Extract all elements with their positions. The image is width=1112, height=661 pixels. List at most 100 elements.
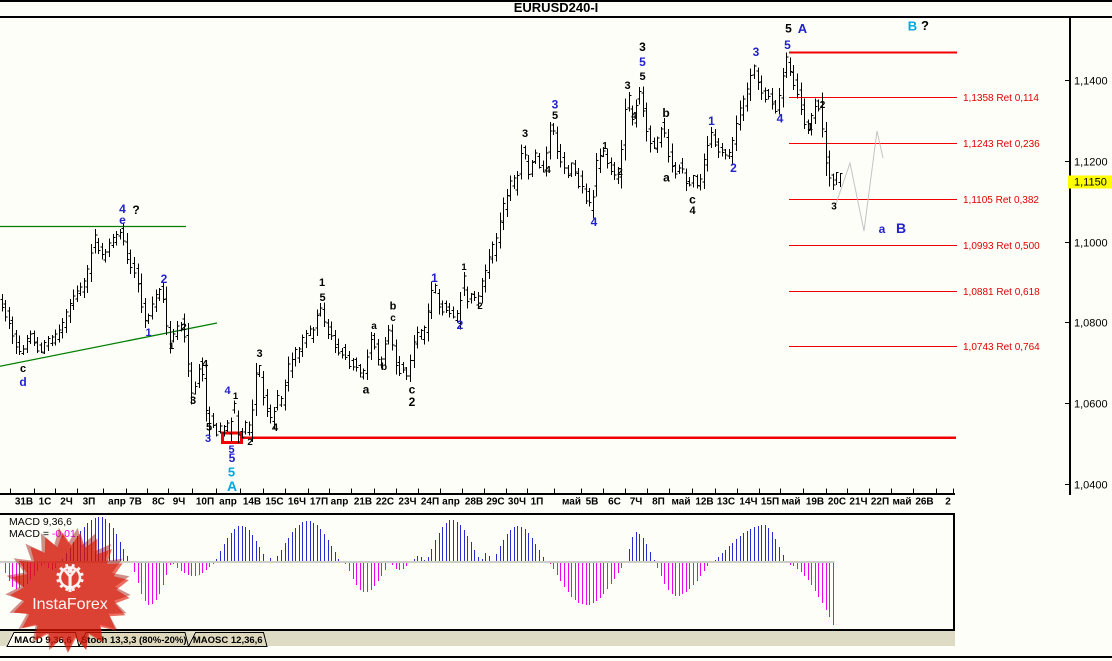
svg-text:5: 5 xyxy=(206,422,212,434)
svg-text:EURUSD240-I: EURUSD240-I xyxy=(514,0,599,15)
svg-text:22П: 22П xyxy=(871,497,889,508)
svg-text:c: c xyxy=(20,363,26,375)
svg-text:5: 5 xyxy=(229,451,236,465)
svg-text:4: 4 xyxy=(202,359,209,371)
svg-text:15С: 15С xyxy=(265,497,283,508)
svg-text:9Ч: 9Ч xyxy=(173,497,186,508)
svg-text:MACD = -0,01: MACD = -0,01 xyxy=(9,528,76,540)
svg-text:21Ч: 21Ч xyxy=(849,497,867,508)
svg-text:апр: апр xyxy=(108,497,126,508)
svg-text:4: 4 xyxy=(777,112,784,126)
svg-text:1,1000: 1,1000 xyxy=(1074,238,1108,250)
svg-text:c: c xyxy=(390,313,396,324)
svg-text:1П: 1П xyxy=(531,497,544,508)
svg-text:1: 1 xyxy=(461,262,467,273)
svg-text:InstaForex: InstaForex xyxy=(32,596,108,613)
svg-text:1,0600: 1,0600 xyxy=(1074,399,1108,411)
svg-text:A: A xyxy=(227,478,237,494)
svg-text:5: 5 xyxy=(319,292,325,304)
svg-text:3: 3 xyxy=(256,348,262,360)
svg-text:2: 2 xyxy=(730,161,737,175)
svg-text:1,0993 Ret 0,500: 1,0993 Ret 0,500 xyxy=(963,241,1040,252)
svg-text:a: a xyxy=(663,171,670,185)
svg-text:3: 3 xyxy=(831,202,837,213)
svg-text:5: 5 xyxy=(639,71,645,83)
svg-text:1,1150: 1,1150 xyxy=(1074,177,1107,189)
svg-text:MACD 9,36,6: MACD 9,36,6 xyxy=(9,516,72,528)
svg-text:16Ч: 16Ч xyxy=(288,497,306,508)
svg-text:B: B xyxy=(896,220,906,236)
svg-text:20С: 20С xyxy=(828,497,846,508)
svg-text:5: 5 xyxy=(552,110,558,122)
svg-text:3: 3 xyxy=(624,80,630,92)
svg-text:24П: 24П xyxy=(421,497,439,508)
svg-text:14В: 14В xyxy=(243,497,261,508)
svg-text:22С: 22С xyxy=(376,497,394,508)
svg-text:4: 4 xyxy=(689,205,696,217)
svg-text:12В: 12В xyxy=(695,497,713,508)
svg-text:май: май xyxy=(893,497,912,508)
svg-text:май: май xyxy=(782,497,801,508)
svg-text:3: 3 xyxy=(522,128,528,140)
svg-text:1,0881 Ret 0,618: 1,0881 Ret 0,618 xyxy=(963,287,1040,298)
svg-text:май: май xyxy=(672,497,691,508)
svg-text:1,1200: 1,1200 xyxy=(1074,157,1108,169)
svg-text:17П: 17П xyxy=(310,497,328,508)
svg-text:5В: 5В xyxy=(586,497,599,508)
svg-text:3: 3 xyxy=(552,98,559,112)
svg-text:2Ч: 2Ч xyxy=(60,497,73,508)
svg-text:3П: 3П xyxy=(83,497,96,508)
svg-text:1,0800: 1,0800 xyxy=(1074,318,1108,330)
svg-text:2: 2 xyxy=(409,395,416,409)
svg-text:8П: 8П xyxy=(652,497,665,508)
svg-text:1,1400: 1,1400 xyxy=(1074,76,1108,88)
svg-text:1: 1 xyxy=(145,327,151,339)
svg-text:2: 2 xyxy=(945,497,951,508)
svg-text:8С: 8С xyxy=(152,497,165,508)
svg-text:26В: 26В xyxy=(915,497,933,508)
svg-text:3: 3 xyxy=(190,395,196,407)
svg-text:5: 5 xyxy=(228,444,234,456)
svg-text:3: 3 xyxy=(205,433,211,445)
svg-text:2: 2 xyxy=(477,301,482,312)
svg-text:5: 5 xyxy=(228,465,235,480)
svg-text:c: c xyxy=(409,383,416,397)
svg-text:29С: 29С xyxy=(486,497,504,508)
svg-text:7Ч: 7Ч xyxy=(630,497,643,508)
svg-text:1,0743 Ret 0,764: 1,0743 Ret 0,764 xyxy=(963,342,1040,353)
svg-text:5: 5 xyxy=(785,22,792,36)
svg-text:апр: апр xyxy=(331,497,349,508)
svg-text:b: b xyxy=(662,106,669,120)
svg-text:a: a xyxy=(363,383,370,397)
svg-text:1С: 1С xyxy=(39,497,52,508)
svg-text:3: 3 xyxy=(753,45,760,59)
svg-text:1: 1 xyxy=(708,114,715,128)
svg-text:2: 2 xyxy=(820,100,826,111)
svg-text:?: ? xyxy=(132,203,139,217)
svg-text:1,0400: 1,0400 xyxy=(1074,480,1108,492)
svg-text:d: d xyxy=(19,375,26,389)
svg-text:b: b xyxy=(381,362,387,373)
svg-text:b: b xyxy=(390,301,397,313)
svg-text:4: 4 xyxy=(545,165,551,176)
svg-text:13С: 13С xyxy=(717,497,735,508)
svg-text:23Ч: 23Ч xyxy=(398,497,416,508)
svg-text:2: 2 xyxy=(161,272,168,286)
svg-text:10П: 10П xyxy=(196,497,214,508)
svg-text:MAOSC 12,36,6: MAOSC 12,36,6 xyxy=(193,635,263,646)
svg-text:1: 1 xyxy=(233,391,239,402)
svg-text:1: 1 xyxy=(431,271,438,285)
svg-text:21В: 21В xyxy=(354,497,372,508)
svg-text:1,1358 Ret 0,114: 1,1358 Ret 0,114 xyxy=(963,93,1039,104)
svg-text:?: ? xyxy=(921,18,929,33)
svg-text:1,1105 Ret 0,382: 1,1105 Ret 0,382 xyxy=(963,195,1039,206)
svg-text:2: 2 xyxy=(181,322,186,333)
svg-text:5: 5 xyxy=(639,55,646,69)
svg-text:6С: 6С xyxy=(608,497,621,508)
svg-text:B: B xyxy=(908,19,917,34)
svg-text:5: 5 xyxy=(784,38,791,52)
svg-text:1: 1 xyxy=(602,141,608,152)
svg-text:a: a xyxy=(879,222,886,236)
svg-text:30Ч: 30Ч xyxy=(508,497,526,508)
svg-text:1: 1 xyxy=(807,122,813,133)
